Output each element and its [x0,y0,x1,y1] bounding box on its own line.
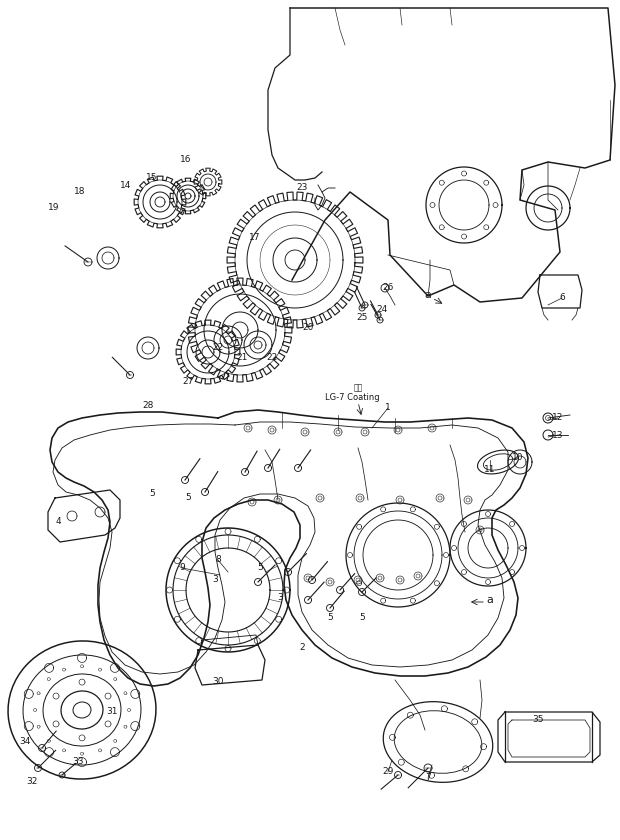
Text: 30: 30 [212,678,224,686]
Text: 31: 31 [106,707,118,717]
Text: 34: 34 [19,738,30,747]
Text: 11: 11 [484,465,496,475]
Text: 8: 8 [215,555,221,564]
Text: 9: 9 [179,564,185,573]
Text: LG-7 Coating: LG-7 Coating [325,393,379,402]
Text: 33: 33 [73,758,84,766]
Text: 13: 13 [552,430,564,439]
Text: a: a [425,290,432,300]
Text: 7: 7 [425,774,431,783]
Text: 5: 5 [257,564,263,573]
Text: 2: 2 [299,643,305,653]
Text: 23: 23 [296,183,308,192]
Text: 26: 26 [383,283,394,292]
Text: 19: 19 [48,203,60,213]
Text: 6: 6 [559,293,565,302]
Text: 5: 5 [327,613,333,622]
Text: 18: 18 [74,187,86,197]
Text: 24: 24 [376,306,388,314]
Text: 22: 22 [267,354,278,363]
Text: 5: 5 [185,493,191,502]
Text: 14: 14 [120,181,131,191]
Text: 10: 10 [512,454,524,463]
Text: 16: 16 [180,155,192,165]
Text: 27: 27 [182,377,193,386]
Text: 35: 35 [532,716,544,724]
Text: 4: 4 [55,517,61,527]
Text: 17: 17 [249,234,261,243]
Text: 5: 5 [149,490,155,498]
Text: 1: 1 [385,403,391,412]
Text: 3: 3 [212,575,218,585]
Text: 3: 3 [277,594,283,602]
Text: a: a [487,595,494,605]
Text: 32: 32 [26,778,38,786]
Text: 5: 5 [359,613,365,622]
Text: 20: 20 [303,323,314,333]
Text: 22: 22 [213,344,224,353]
Text: 12: 12 [552,413,564,423]
Text: 塗布: 塗布 [353,384,363,392]
Text: 29: 29 [383,768,394,776]
Text: 21: 21 [236,354,247,363]
Text: 25: 25 [356,313,368,323]
Text: 28: 28 [143,401,154,409]
Text: 15: 15 [146,174,157,182]
